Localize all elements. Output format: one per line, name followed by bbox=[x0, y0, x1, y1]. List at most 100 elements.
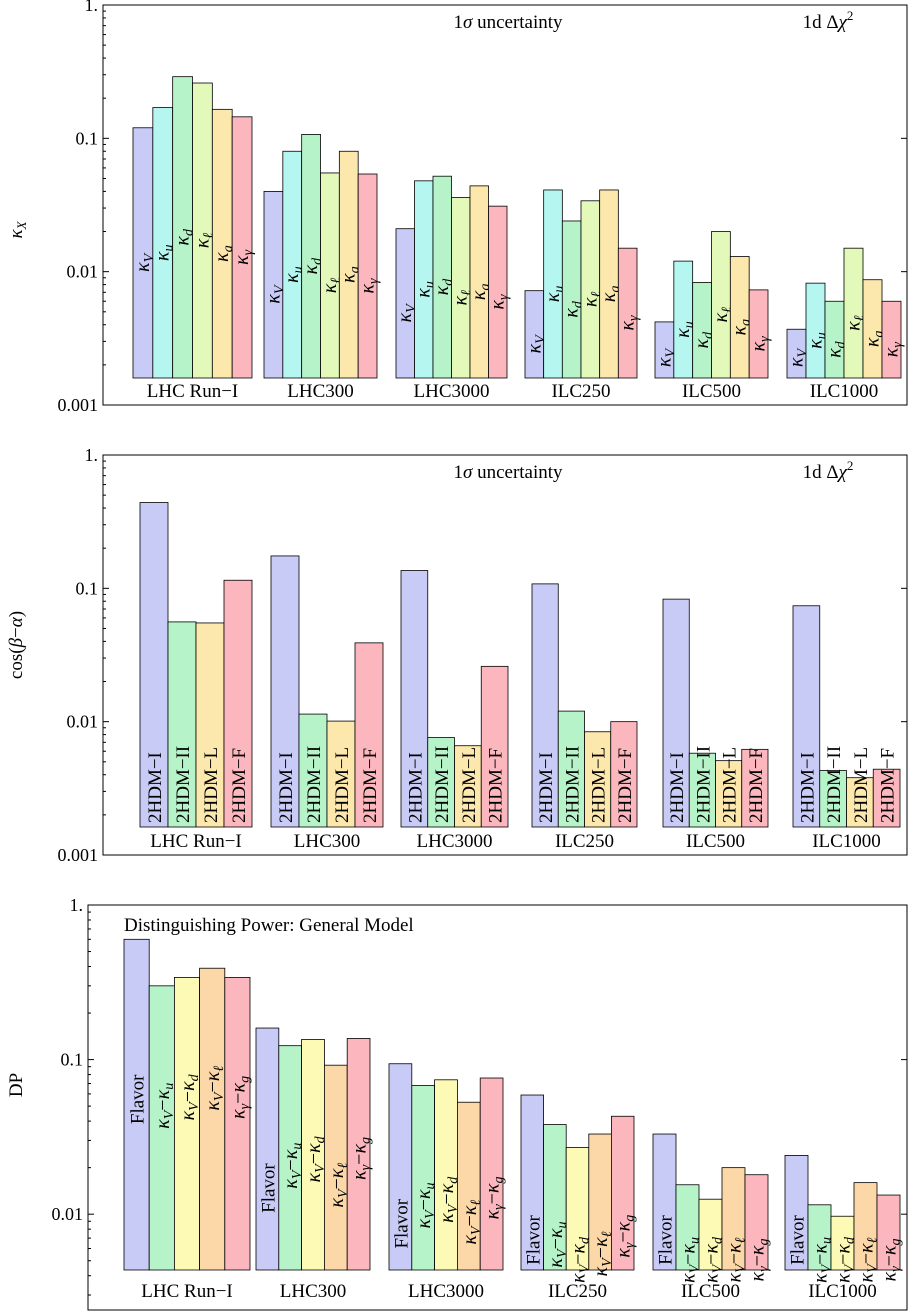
bar-label: κV−κu bbox=[810, 1237, 835, 1283]
bar-label: κd bbox=[300, 257, 325, 275]
bar-label: 2HDM−L bbox=[589, 747, 610, 823]
bar-ilc1000-5 bbox=[881, 300, 902, 379]
bar-label: κV−κu bbox=[545, 1222, 570, 1268]
bar-label: 2HDM−I bbox=[797, 752, 818, 823]
y-tick-label: 0.1 bbox=[76, 128, 99, 148]
bar-label: κu bbox=[152, 244, 177, 261]
bar-ilc250-3 bbox=[580, 200, 601, 379]
bar-lhc300-0 bbox=[255, 1027, 280, 1271]
bar-lhc300-2 bbox=[326, 720, 356, 828]
bar-ilc250-3 bbox=[610, 721, 638, 828]
bar-label: κg bbox=[598, 286, 623, 303]
bar-lhc3000-1 bbox=[427, 737, 455, 828]
bar-label: Flavor bbox=[788, 1215, 809, 1265]
bar-lhc3000-5 bbox=[488, 205, 508, 379]
category-label: LHC Run−I bbox=[150, 831, 241, 852]
category-label: LHC300 bbox=[294, 831, 361, 852]
bar-label: 2HDM−II bbox=[304, 746, 325, 823]
bar-lhcruni-3 bbox=[199, 967, 226, 1271]
bar-ilc250-0 bbox=[531, 583, 559, 828]
bar-label: κd bbox=[691, 331, 716, 349]
bar-label: 2HDM−II bbox=[432, 746, 453, 823]
bar-label: κγ−κg bbox=[349, 1137, 374, 1180]
bar-label: κV−κd bbox=[568, 1236, 593, 1283]
y-tick-label: 1. bbox=[85, 445, 99, 465]
bar-label: κγ bbox=[748, 336, 773, 352]
bar-label: 2HDM−II bbox=[824, 746, 845, 823]
bar-label: 2HDM−F bbox=[360, 748, 381, 823]
bar-ilc1000-3 bbox=[872, 768, 901, 828]
bar-label: κV−κℓ bbox=[326, 1163, 351, 1208]
bar-ilc1000-3 bbox=[843, 247, 864, 379]
category-label: ILC500 bbox=[682, 381, 741, 402]
category-label: LHC Run−I bbox=[141, 1281, 232, 1302]
bar-label: κγ−κg bbox=[482, 1177, 507, 1220]
bar-ilc250-4 bbox=[611, 1115, 635, 1271]
bar-label: 2HDM−L bbox=[201, 747, 222, 823]
bar-label: Flavor bbox=[523, 1215, 544, 1265]
y-axis-label: κX bbox=[6, 220, 29, 238]
bar-label: κℓ bbox=[710, 307, 735, 323]
bar-ilc500-3 bbox=[711, 231, 731, 379]
bar-label: κℓ bbox=[579, 292, 604, 308]
bar-ilc1000-4 bbox=[862, 279, 883, 379]
bar-label: 2HDM−F bbox=[486, 748, 507, 823]
plot-frame bbox=[87, 904, 908, 1311]
bar-label: κV bbox=[653, 347, 678, 367]
bar-label: κγ bbox=[881, 342, 906, 358]
bar-label: κd bbox=[172, 228, 197, 246]
bar-ilc500-4 bbox=[744, 1174, 769, 1271]
bar-label: 2HDM−I bbox=[536, 752, 557, 823]
bar-label: κV−κu bbox=[280, 1143, 305, 1189]
bar-label: 2HDM−I bbox=[276, 752, 297, 823]
category-label: ILC500 bbox=[686, 831, 745, 852]
y-tick-label: 0.1 bbox=[76, 578, 99, 598]
annotation-chi2: 1d Δχ2 bbox=[803, 8, 854, 33]
plot-frame bbox=[102, 454, 908, 856]
bar-ilc500-1 bbox=[688, 752, 716, 828]
category-label: LHC300 bbox=[280, 1281, 347, 1302]
bar-ilc500-5 bbox=[748, 289, 769, 379]
category-label: LHC Run−I bbox=[147, 381, 238, 402]
bar-label: κγ bbox=[487, 294, 512, 310]
bar-ilc500-3 bbox=[741, 748, 769, 828]
bar-label: κg bbox=[468, 284, 493, 301]
y-tick-label: 0.01 bbox=[52, 1204, 84, 1224]
bar-lhcruni-4 bbox=[211, 108, 233, 379]
y-tick-label: 0.01 bbox=[67, 712, 99, 732]
bar-lhcruni-2 bbox=[172, 76, 193, 379]
bar-lhc3000-1 bbox=[414, 180, 434, 379]
bar-label: κγ−κg bbox=[879, 1238, 904, 1281]
bar-ilc1000-0 bbox=[792, 605, 821, 828]
bar-label: 2HDM−II bbox=[562, 746, 583, 823]
category-label: ILC1000 bbox=[810, 381, 879, 402]
bar-lhc300-5 bbox=[357, 173, 378, 379]
bar-lhc300-0 bbox=[263, 190, 284, 379]
bar-label: κu bbox=[805, 332, 830, 349]
bar-label: κV bbox=[132, 252, 157, 272]
bar-lhcruni-4 bbox=[224, 977, 251, 1271]
annotation-uncertainty: 1σ uncertainty bbox=[453, 462, 563, 483]
bar-label: κg bbox=[338, 266, 363, 283]
y-tick-label: 1. bbox=[70, 895, 84, 915]
bar-label: Flavor bbox=[656, 1215, 677, 1265]
bar-label: 2HDM−II bbox=[693, 746, 714, 823]
bar-label: 2HDM−F bbox=[615, 748, 636, 823]
bar-label: κV−κd bbox=[303, 1135, 328, 1182]
bar-lhc3000-4 bbox=[479, 1077, 504, 1271]
bar-ilc250-5 bbox=[617, 247, 638, 379]
bar-label: κV−κd bbox=[833, 1236, 858, 1283]
y-tick-label: 0.1 bbox=[61, 1050, 84, 1070]
bar-label: κV−κd bbox=[436, 1176, 461, 1223]
y-tick-label: 0.001 bbox=[58, 395, 99, 415]
bar-label: 2HDM−I bbox=[405, 752, 426, 823]
bar-lhc300-3 bbox=[354, 642, 384, 828]
bar-label: κg bbox=[211, 245, 236, 262]
bar-label: κV−κℓ bbox=[202, 1066, 227, 1111]
bar-ilc500-1 bbox=[673, 260, 694, 379]
bar-ilc500-2 bbox=[715, 760, 743, 828]
bar-lhc3000-3 bbox=[451, 197, 471, 379]
bar-lhc300-1 bbox=[298, 713, 328, 828]
category-label: LHC3000 bbox=[408, 1281, 484, 1302]
